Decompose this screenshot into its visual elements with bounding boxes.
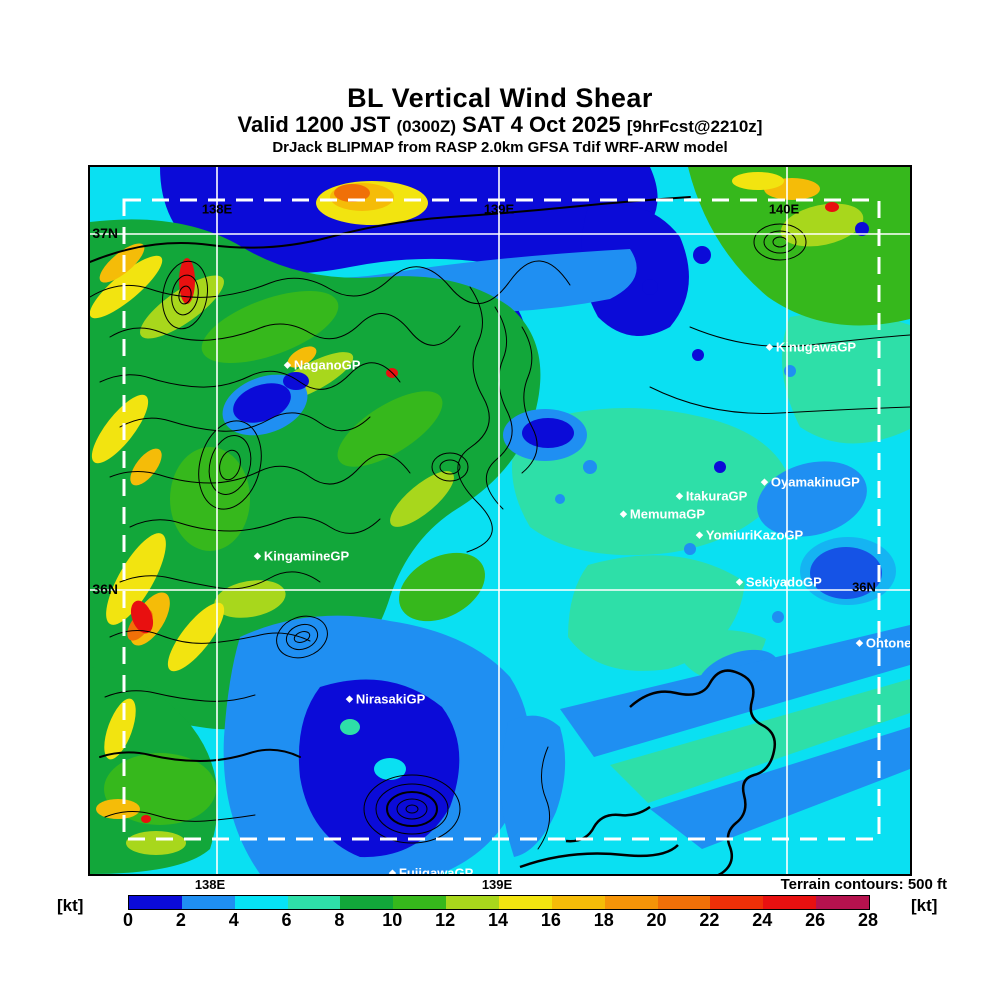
page-title: BL Vertical Wind Shear — [347, 83, 653, 113]
gridlabel-139e-bottom: 139E — [481, 877, 513, 892]
colorbar-tick-label: 12 — [435, 910, 456, 930]
colorbar-segment — [604, 896, 658, 909]
valid-time: Valid 1200 JST — [237, 112, 391, 137]
site-label: YomiuriKazoGP — [705, 527, 804, 543]
colorbar-tick-label: 24 — [752, 910, 773, 930]
colorbar-tick-label: 28 — [857, 910, 879, 930]
site-diamond-icon: ◆ — [761, 476, 768, 487]
colorbar-unit-right: [kt] — [911, 896, 938, 915]
site-diamond-icon: ◆ — [620, 508, 627, 519]
terrain-note: Terrain contours: 500 ft — [780, 876, 947, 893]
colorbar-tick-label: 8 — [334, 910, 345, 930]
colorbar-tick-label: 18 — [593, 910, 614, 930]
map-site-MemumaGP: ◆ MemumaGP — [620, 507, 705, 522]
site-label: MemumaGP — [629, 506, 706, 522]
colorbar-tick-label: 4 — [228, 910, 239, 930]
site-label: OyamakinuGP — [770, 474, 860, 490]
forecast-tag: [9hrFcst@2210z] — [626, 117, 763, 136]
site-label: KingamineGP — [263, 548, 350, 564]
site-diamond-icon: ◆ — [856, 637, 863, 648]
site-diamond-icon: ◆ — [736, 576, 743, 587]
shear-fill-green-ne — [688, 167, 910, 326]
shear-map: 138E 139E 140E 36N ◆ NaganoGP ◆ KinugawaGP ◆… — [88, 165, 912, 876]
map-site-KingamineGP: ◆ KingamineGP — [254, 549, 349, 564]
colorbar-tick-label: 22 — [699, 910, 720, 930]
map-site-Ohtone: ◆ Ohtone — [856, 635, 912, 651]
map-site-NaganoGP: ◆ NaganoGP — [284, 358, 360, 373]
shear-map-canvas — [90, 167, 910, 874]
valid-date: SAT 4 Oct 2025 — [462, 112, 621, 137]
site-diamond-icon: ◆ — [676, 490, 683, 501]
colorbar-segment — [393, 896, 447, 909]
site-label: SekiyadoGP — [745, 574, 822, 590]
colorbar-segment — [551, 896, 605, 909]
gridlabel-36n-right: 36N — [852, 579, 876, 595]
colorbar-segment — [287, 896, 341, 909]
shear-fill-blue-pockets — [222, 372, 587, 461]
colorbar-segment — [446, 896, 500, 909]
colorbar-tick-label: 20 — [646, 910, 667, 930]
site-label: NaganoGP — [293, 357, 361, 373]
site-label: NirasakiGP — [355, 691, 426, 707]
colorbar-segment — [657, 896, 711, 909]
colorbar-tick-label: 0 — [122, 910, 134, 930]
gridlabel-140e-top: 140E — [768, 201, 800, 217]
gridlabel-36n-left: 36N — [92, 581, 118, 597]
colorbar-segment — [499, 896, 552, 909]
map-site-OyamakinuGP: ◆ OyamakinuGP — [761, 475, 860, 490]
gridlabel-138e-top: 138E — [201, 201, 233, 217]
colorbar-tick-label: 14 — [487, 910, 509, 930]
colorbar-unit-left: [kt] — [57, 896, 84, 915]
site-label: FujigawaGP — [398, 865, 474, 876]
site-diamond-icon: ◆ — [389, 867, 396, 876]
map-site-FujigawaGP: ◆ FujigawaGP — [389, 865, 474, 876]
colorbar-segment — [181, 896, 235, 909]
colorbar-tick-label: 26 — [805, 910, 826, 930]
gridlabel-139e-top: 139E — [483, 201, 515, 217]
site-label: Ohtone — [865, 635, 912, 651]
shear-fill-blue-south — [223, 615, 566, 874]
colorbar-ticks: 0 2 4 6 8 10 12 14 16 18 20 22 24 26 28 — [123, 910, 878, 934]
domain-boundary — [122, 198, 881, 841]
graticule — [90, 167, 910, 874]
valid-time-line: Valid 1200 JST (0300Z) SAT 4 Oct 2025 [9… — [0, 113, 1000, 139]
colorbar-tick-label: 2 — [175, 910, 186, 930]
colorbar-segment — [816, 896, 870, 909]
shear-fill-turquoise — [512, 312, 910, 803]
map-site-YomiuriKazoGP: ◆ YomiuriKazoGP — [696, 528, 803, 543]
map-site-KinugawaGP: ◆ KinugawaGP — [766, 340, 856, 355]
colorbar-segment — [129, 896, 182, 909]
colorbar-segments — [128, 895, 870, 910]
colorbar-segment — [340, 896, 394, 909]
colorbar-tick-label: 16 — [540, 910, 561, 930]
colorbar-segment — [710, 896, 764, 909]
gridlabel-37n-left: 37N — [92, 225, 118, 241]
site-diamond-icon: ◆ — [346, 693, 353, 704]
shear-fill-warm-west — [90, 181, 428, 823]
colorbar-segment — [763, 896, 817, 909]
shear-fill-blue-east — [555, 222, 910, 849]
colorbar-segment — [234, 896, 288, 909]
site-label: KinugawaGP — [775, 339, 857, 355]
model-line: DrJack BLIPMAP from RASP 2.0km GFSA Tdif… — [272, 139, 728, 156]
site-diamond-icon: ◆ — [696, 529, 703, 540]
header: BL Vertical Wind Shear Valid 1200 JST (0… — [0, 83, 1000, 157]
site-diamond-icon: ◆ — [766, 341, 773, 352]
colorbar-tick-label: 6 — [281, 910, 292, 930]
site-diamond-icon: ◆ — [284, 359, 291, 370]
map-site-NirasakiGP: ◆ NirasakiGP — [346, 692, 425, 707]
colorbar-tick-label: 10 — [382, 910, 403, 930]
valid-time-utc: (0300Z) — [396, 117, 457, 136]
terrain-contour-lines — [90, 196, 910, 850]
map-site-SekiyadoGP: ◆ SekiyadoGP — [736, 575, 822, 590]
site-diamond-icon: ◆ — [254, 550, 261, 561]
site-label: ItakuraGP — [685, 488, 748, 504]
map-site-ItakuraGP: ◆ ItakuraGP — [676, 489, 747, 504]
gridlabel-138e-bottom: 138E — [194, 877, 226, 892]
shear-fill-green-west — [90, 219, 541, 874]
